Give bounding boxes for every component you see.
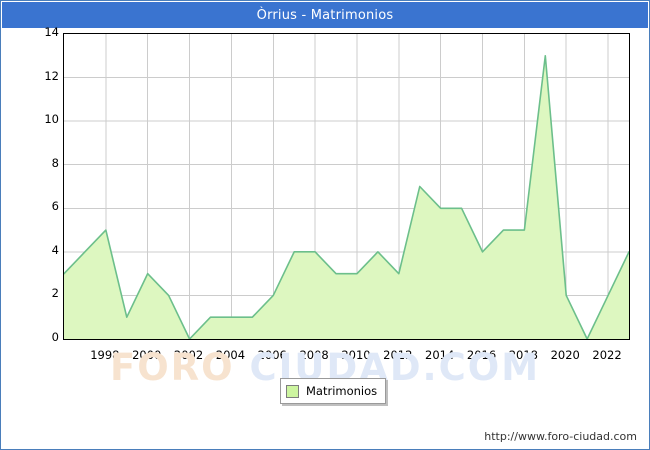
y-tick-label: 0	[51, 330, 59, 344]
chart-canvas: 0 2 4 6 8 10 12 14 1998 2000 2002 2004 2006 2008 2010…	[1, 25, 649, 449]
y-tick-label: 2	[51, 286, 59, 301]
y-axis-labels: 0 2 4 6 8 10 12 14	[1, 25, 59, 348]
y-tick-label: 4	[51, 242, 59, 257]
x-tick-label: 2002	[173, 348, 204, 362]
x-tick-label: 2000	[132, 348, 162, 362]
page-title: Òrrius - Matrimonios	[256, 7, 394, 23]
chart-legend: Matrimonios	[280, 378, 387, 404]
x-tick-label: 2018	[508, 348, 538, 362]
x-tick-label: 2022	[592, 348, 622, 362]
y-tick-label: 14	[44, 25, 59, 39]
source-url: http://www.foro-ciudad.com	[484, 430, 637, 443]
x-tick-label: 2016	[466, 348, 497, 362]
x-tick-label: 2004	[215, 348, 246, 362]
y-tick-label: 8	[51, 155, 59, 170]
y-tick-label: 12	[44, 68, 59, 83]
window-title-bar: Òrrius - Matrimonios	[2, 2, 648, 28]
x-axis-labels: 1998 2000 2002 2004 2006 2008 2010 2012 2014 2016…	[1, 344, 649, 364]
x-tick-label: 2014	[425, 348, 455, 362]
x-tick-label: 2008	[299, 348, 329, 362]
x-tick-label: 2010	[341, 348, 371, 362]
y-tick-label: 6	[51, 199, 59, 214]
y-tick-label: 10	[44, 112, 59, 127]
area-chart-svg	[64, 34, 629, 339]
x-tick-label: 2020	[550, 348, 580, 362]
legend-swatch-matrimonios	[286, 384, 299, 398]
x-tick-label: 1998	[90, 348, 120, 362]
legend-label-matrimonios: Matrimonios	[306, 384, 378, 398]
x-tick-label: 2006	[257, 348, 287, 362]
x-tick-label: 2012	[383, 348, 413, 362]
plot-area	[63, 33, 630, 340]
